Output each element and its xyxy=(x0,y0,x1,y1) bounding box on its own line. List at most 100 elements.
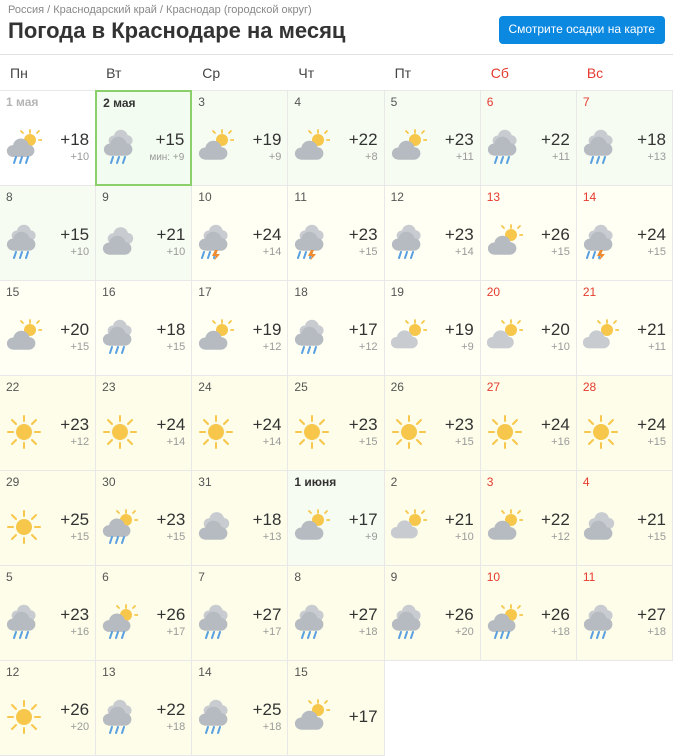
date-label: 10 xyxy=(487,570,570,584)
day-cell[interactable]: 21+21+11 xyxy=(576,280,673,376)
day-cell[interactable]: 10+24+14 xyxy=(191,185,288,281)
cloud_storm-icon xyxy=(294,224,330,260)
day-cell[interactable]: 7+27+17 xyxy=(191,565,288,661)
day-cell[interactable]: 8+27+18 xyxy=(287,565,384,661)
temp-low: +12 xyxy=(42,436,89,448)
page-title: Погода в Краснодаре на месяц xyxy=(8,18,345,44)
day-cell[interactable]: 8+15+10 xyxy=(0,185,96,281)
day-cell[interactable]: 22+23+12 xyxy=(0,375,96,471)
date-label: 1 мая xyxy=(6,95,89,109)
temp-high: +21 xyxy=(619,321,666,340)
temp-low: +17 xyxy=(234,626,281,638)
temp-low: +20 xyxy=(42,721,89,733)
sun-icon xyxy=(583,414,619,450)
cloud_rain-icon xyxy=(6,604,42,640)
day-cell[interactable]: 13+22+18 xyxy=(95,660,192,756)
temp-low: +13 xyxy=(619,151,666,163)
partly-icon xyxy=(487,319,523,355)
day-cell[interactable]: 16+18+15 xyxy=(95,280,192,376)
day-cell[interactable]: 14+24+15 xyxy=(576,185,673,281)
day-cell[interactable]: 25+23+15 xyxy=(287,375,384,471)
weekday-label: Пт xyxy=(385,65,481,81)
day-cell[interactable]: 14 +25+18 xyxy=(191,660,288,756)
day-cell[interactable]: 30+23+15 xyxy=(95,470,192,566)
day-cell[interactable]: 15+20+15 xyxy=(0,280,96,376)
temp-low: +18 xyxy=(138,721,185,733)
temp-low: +10 xyxy=(42,151,89,163)
day-cell[interactable]: 2 мая+15мин: +9 xyxy=(95,90,192,186)
temp-high: +26 xyxy=(523,226,570,245)
day-cell[interactable]: 15+17 xyxy=(287,660,384,756)
date-label: 23 xyxy=(102,380,185,394)
day-cell[interactable]: 12+23+14 xyxy=(384,185,481,281)
date-label: 2 мая xyxy=(103,96,184,110)
cloud_sun-icon xyxy=(391,129,427,165)
temp-high: +22 xyxy=(330,131,377,150)
day-cell[interactable]: 3+22+12 xyxy=(480,470,577,566)
temp-low: +11 xyxy=(427,151,474,163)
cloud_sun_rain-icon xyxy=(6,129,42,165)
day-cell[interactable]: 2+21+10 xyxy=(384,470,481,566)
temp-high: +25 xyxy=(234,701,281,720)
date-label: 14 xyxy=(198,665,281,679)
day-cell[interactable]: 4+21+15 xyxy=(576,470,673,566)
day-cell[interactable]: 28+24+15 xyxy=(576,375,673,471)
sun-icon xyxy=(198,414,234,450)
weekday-header: ПнВтСрЧтПтСбВс xyxy=(0,55,673,91)
day-cell[interactable]: 23+24+14 xyxy=(95,375,192,471)
temp-low: +10 xyxy=(523,341,570,353)
day-cell[interactable]: 11+27+18 xyxy=(576,565,673,661)
day-cell[interactable]: 6+22+11 xyxy=(480,90,577,186)
temp-low: +9 xyxy=(234,151,281,163)
day-cell[interactable]: 29+25+15 xyxy=(0,470,96,566)
day-cell[interactable]: 5+23+16 xyxy=(0,565,96,661)
map-button[interactable]: Смотрите осадки на карте xyxy=(499,16,665,44)
date-label: 2 xyxy=(391,475,474,489)
date-label: 3 xyxy=(198,95,281,109)
breadcrumb-country[interactable]: Россия xyxy=(8,4,44,16)
day-cell[interactable]: 12+26+20 xyxy=(0,660,96,756)
day-cell[interactable]: 26+23+15 xyxy=(384,375,481,471)
temp-high: +15 xyxy=(139,131,184,150)
day-cell[interactable]: 27+24+16 xyxy=(480,375,577,471)
day-cell[interactable]: 19+19+9 xyxy=(384,280,481,376)
day-cell[interactable]: 11+23+15 xyxy=(287,185,384,281)
temp-low: +18 xyxy=(234,721,281,733)
day-cell[interactable]: 5+23+11 xyxy=(384,90,481,186)
temp-low: +18 xyxy=(619,626,666,638)
date-label: 13 xyxy=(487,190,570,204)
day-cell[interactable]: 1 мая+18+10 xyxy=(0,90,96,186)
day-cell[interactable]: 10+26+18 xyxy=(480,565,577,661)
day-cell[interactable]: 20+20+10 xyxy=(480,280,577,376)
day-cell[interactable]: 24+24+14 xyxy=(191,375,288,471)
temp-high: +23 xyxy=(330,226,377,245)
cloud_sun-icon xyxy=(198,319,234,355)
day-cell[interactable]: 3+19+9 xyxy=(191,90,288,186)
temp-low: +15 xyxy=(427,436,474,448)
temp-low: +14 xyxy=(138,436,185,448)
day-cell[interactable]: 18+17+12 xyxy=(287,280,384,376)
day-cell[interactable]: 13+26+15 xyxy=(480,185,577,281)
temp-high: +17 xyxy=(330,708,377,727)
temp-low: +17 xyxy=(138,626,185,638)
day-cell[interactable]: 9+26+20 xyxy=(384,565,481,661)
breadcrumb-region[interactable]: Краснодарский край xyxy=(53,4,157,16)
date-label: 3 xyxy=(487,475,570,489)
day-cell[interactable]: 7+18+13 xyxy=(576,90,673,186)
day-cell[interactable]: 1 июня+17+9 xyxy=(287,470,384,566)
day-cell[interactable]: 6+26+17 xyxy=(95,565,192,661)
date-label: 16 xyxy=(102,285,185,299)
temp-high: +18 xyxy=(619,131,666,150)
cloud_rain-icon xyxy=(487,129,523,165)
day-cell[interactable]: 4+22+8 xyxy=(287,90,384,186)
sun-icon xyxy=(6,699,42,735)
date-label: 4 xyxy=(294,95,377,109)
date-label: 25 xyxy=(294,380,377,394)
day-cell[interactable]: 9+21+10 xyxy=(95,185,192,281)
day-cell[interactable]: 31+18+13 xyxy=(191,470,288,566)
sun-icon xyxy=(391,414,427,450)
day-cell[interactable]: 17+19+12 xyxy=(191,280,288,376)
temp-low: +18 xyxy=(330,626,377,638)
date-label: 20 xyxy=(487,285,570,299)
partly-icon xyxy=(391,319,427,355)
